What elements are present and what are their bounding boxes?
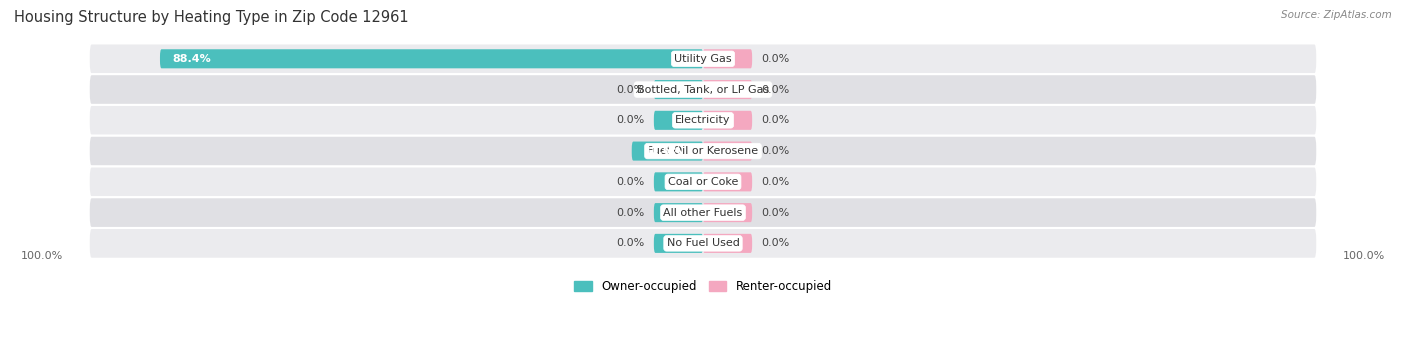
- FancyBboxPatch shape: [654, 80, 703, 99]
- Text: 100.0%: 100.0%: [1343, 251, 1385, 261]
- FancyBboxPatch shape: [654, 203, 703, 222]
- Text: 100.0%: 100.0%: [21, 251, 63, 261]
- FancyBboxPatch shape: [89, 197, 1317, 228]
- FancyBboxPatch shape: [631, 141, 703, 160]
- Text: 0.0%: 0.0%: [616, 115, 644, 125]
- Legend: Owner-occupied, Renter-occupied: Owner-occupied, Renter-occupied: [569, 275, 837, 298]
- FancyBboxPatch shape: [703, 49, 752, 68]
- Text: 0.0%: 0.0%: [762, 208, 790, 218]
- FancyBboxPatch shape: [89, 136, 1317, 167]
- Text: Fuel Oil or Kerosene: Fuel Oil or Kerosene: [647, 146, 759, 156]
- Text: 0.0%: 0.0%: [616, 85, 644, 95]
- FancyBboxPatch shape: [160, 49, 703, 68]
- Text: 11.6%: 11.6%: [644, 146, 683, 156]
- Text: All other Fuels: All other Fuels: [664, 208, 742, 218]
- FancyBboxPatch shape: [703, 80, 752, 99]
- Text: 0.0%: 0.0%: [616, 208, 644, 218]
- FancyBboxPatch shape: [703, 111, 752, 130]
- Text: 0.0%: 0.0%: [762, 85, 790, 95]
- FancyBboxPatch shape: [703, 203, 752, 222]
- Text: 0.0%: 0.0%: [762, 238, 790, 249]
- Text: 0.0%: 0.0%: [616, 238, 644, 249]
- FancyBboxPatch shape: [703, 234, 752, 253]
- Text: Electricity: Electricity: [675, 115, 731, 125]
- Text: Housing Structure by Heating Type in Zip Code 12961: Housing Structure by Heating Type in Zip…: [14, 10, 409, 25]
- Text: 0.0%: 0.0%: [762, 177, 790, 187]
- Text: 0.0%: 0.0%: [762, 146, 790, 156]
- FancyBboxPatch shape: [654, 111, 703, 130]
- Text: Source: ZipAtlas.com: Source: ZipAtlas.com: [1281, 10, 1392, 20]
- FancyBboxPatch shape: [703, 141, 752, 160]
- Text: 0.0%: 0.0%: [616, 177, 644, 187]
- Text: 0.0%: 0.0%: [762, 54, 790, 64]
- Text: No Fuel Used: No Fuel Used: [666, 238, 740, 249]
- FancyBboxPatch shape: [89, 228, 1317, 259]
- FancyBboxPatch shape: [703, 172, 752, 191]
- Text: Bottled, Tank, or LP Gas: Bottled, Tank, or LP Gas: [637, 85, 769, 95]
- FancyBboxPatch shape: [89, 105, 1317, 136]
- FancyBboxPatch shape: [89, 74, 1317, 105]
- FancyBboxPatch shape: [89, 44, 1317, 74]
- Text: Utility Gas: Utility Gas: [675, 54, 731, 64]
- FancyBboxPatch shape: [654, 234, 703, 253]
- Text: 0.0%: 0.0%: [762, 115, 790, 125]
- FancyBboxPatch shape: [89, 167, 1317, 197]
- Text: Coal or Coke: Coal or Coke: [668, 177, 738, 187]
- Text: 88.4%: 88.4%: [173, 54, 211, 64]
- FancyBboxPatch shape: [654, 172, 703, 191]
